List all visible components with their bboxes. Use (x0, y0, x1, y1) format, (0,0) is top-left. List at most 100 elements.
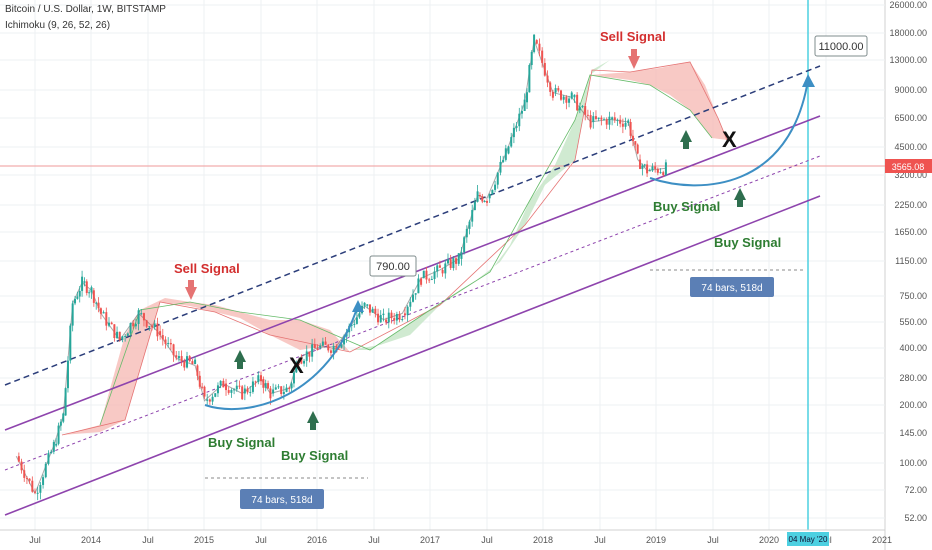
candle-body (161, 335, 164, 340)
x-tick-label: Jul (29, 535, 41, 545)
candle-body (520, 110, 523, 114)
candle-body (377, 313, 380, 323)
y-tick-label: 52.00 (904, 513, 927, 523)
candle-body (613, 117, 616, 121)
candle-body (272, 389, 275, 394)
candle-body (363, 302, 366, 306)
candle-body (401, 319, 404, 321)
candle-body (387, 312, 390, 323)
candle-body (264, 383, 267, 388)
candle-body (639, 159, 642, 169)
candle-body (533, 34, 536, 52)
candle-body (502, 159, 505, 162)
candle-body (274, 387, 277, 390)
candle-body (172, 344, 175, 356)
candle-body (518, 113, 521, 127)
candle-body (277, 386, 280, 388)
candle-body (546, 75, 549, 83)
y-tick-label: 3200.00 (894, 170, 927, 180)
candle-body (262, 379, 265, 388)
candle-body (44, 463, 47, 478)
callout-790-box[interactable] (369, 255, 417, 277)
candle-body (340, 344, 343, 348)
candle-body (164, 339, 167, 344)
x-tick-label: 2017 (420, 535, 440, 545)
candle-body (570, 92, 573, 99)
candle-body (227, 390, 230, 393)
candle-body (578, 106, 581, 111)
candle-body (257, 375, 260, 383)
candle-body (486, 200, 488, 203)
candle-body (25, 477, 28, 479)
candle-body (132, 323, 135, 327)
candle-body (225, 383, 228, 391)
candle-body (616, 119, 619, 121)
candle-body (137, 310, 140, 324)
candle-body (110, 322, 113, 325)
buy-signal-label: Buy Signal (714, 235, 781, 250)
candle-body (452, 258, 455, 269)
cursor-date-label: 04 May '20 (789, 535, 828, 544)
candle-body (646, 164, 649, 174)
candle-body (488, 194, 491, 199)
candles (17, 34, 667, 501)
measure-box-2019[interactable] (690, 277, 774, 297)
curve-arrow-2015-head (352, 300, 364, 312)
candle-body (441, 269, 444, 274)
candle-body (603, 119, 606, 121)
down-arrow-icon (628, 56, 640, 69)
candle-body (471, 210, 474, 222)
candle-body (52, 442, 55, 452)
candle-body (69, 325, 72, 361)
candle-body (600, 117, 603, 120)
candle-body (414, 293, 417, 295)
candle-body (145, 320, 148, 327)
candle-body (576, 94, 579, 111)
candle-body (634, 141, 637, 145)
x-mark: X (289, 353, 304, 378)
candle-body (280, 386, 283, 395)
candle-body (573, 94, 576, 98)
candle-body (631, 135, 634, 142)
curve-arrow-2015 (204, 304, 359, 411)
candle-body (233, 389, 236, 391)
candle-body (260, 375, 262, 382)
candle-body (316, 348, 319, 351)
candle-body (350, 324, 353, 326)
ichimoku-cloud (61, 60, 728, 436)
candle-body (95, 302, 98, 304)
candle-body (664, 162, 667, 176)
candle-body (449, 259, 452, 269)
candle-body (305, 351, 308, 361)
candle-body (656, 168, 659, 173)
candle-body (156, 323, 159, 337)
candle-body (654, 166, 657, 169)
candle-body (198, 375, 201, 387)
candle-body (608, 116, 611, 125)
candle-body (71, 303, 74, 326)
y-tick-label: 1650.00 (894, 227, 927, 237)
candle-body (473, 201, 476, 211)
candle-body (523, 99, 526, 111)
x-tick-label: 2020 (759, 535, 779, 545)
candle-body (398, 314, 401, 320)
cursor-date-tag (787, 532, 829, 546)
candle-body (230, 389, 233, 393)
candle-body (76, 296, 79, 299)
buy-signal-label: Buy Signal (281, 448, 348, 463)
callout-790: 790.00 (376, 261, 410, 273)
candle-body (605, 119, 608, 125)
candle-body (409, 301, 412, 307)
candle-body (455, 258, 458, 264)
measure-box-2015[interactable] (240, 489, 324, 509)
candle-body (390, 312, 393, 319)
candle-body (88, 292, 91, 294)
callout-11000-box[interactable] (814, 35, 868, 57)
candle-body (167, 342, 170, 344)
candle-body (102, 312, 105, 314)
candle-body (366, 304, 369, 306)
candle-body (34, 491, 36, 493)
up-arrow-icon (734, 188, 746, 200)
